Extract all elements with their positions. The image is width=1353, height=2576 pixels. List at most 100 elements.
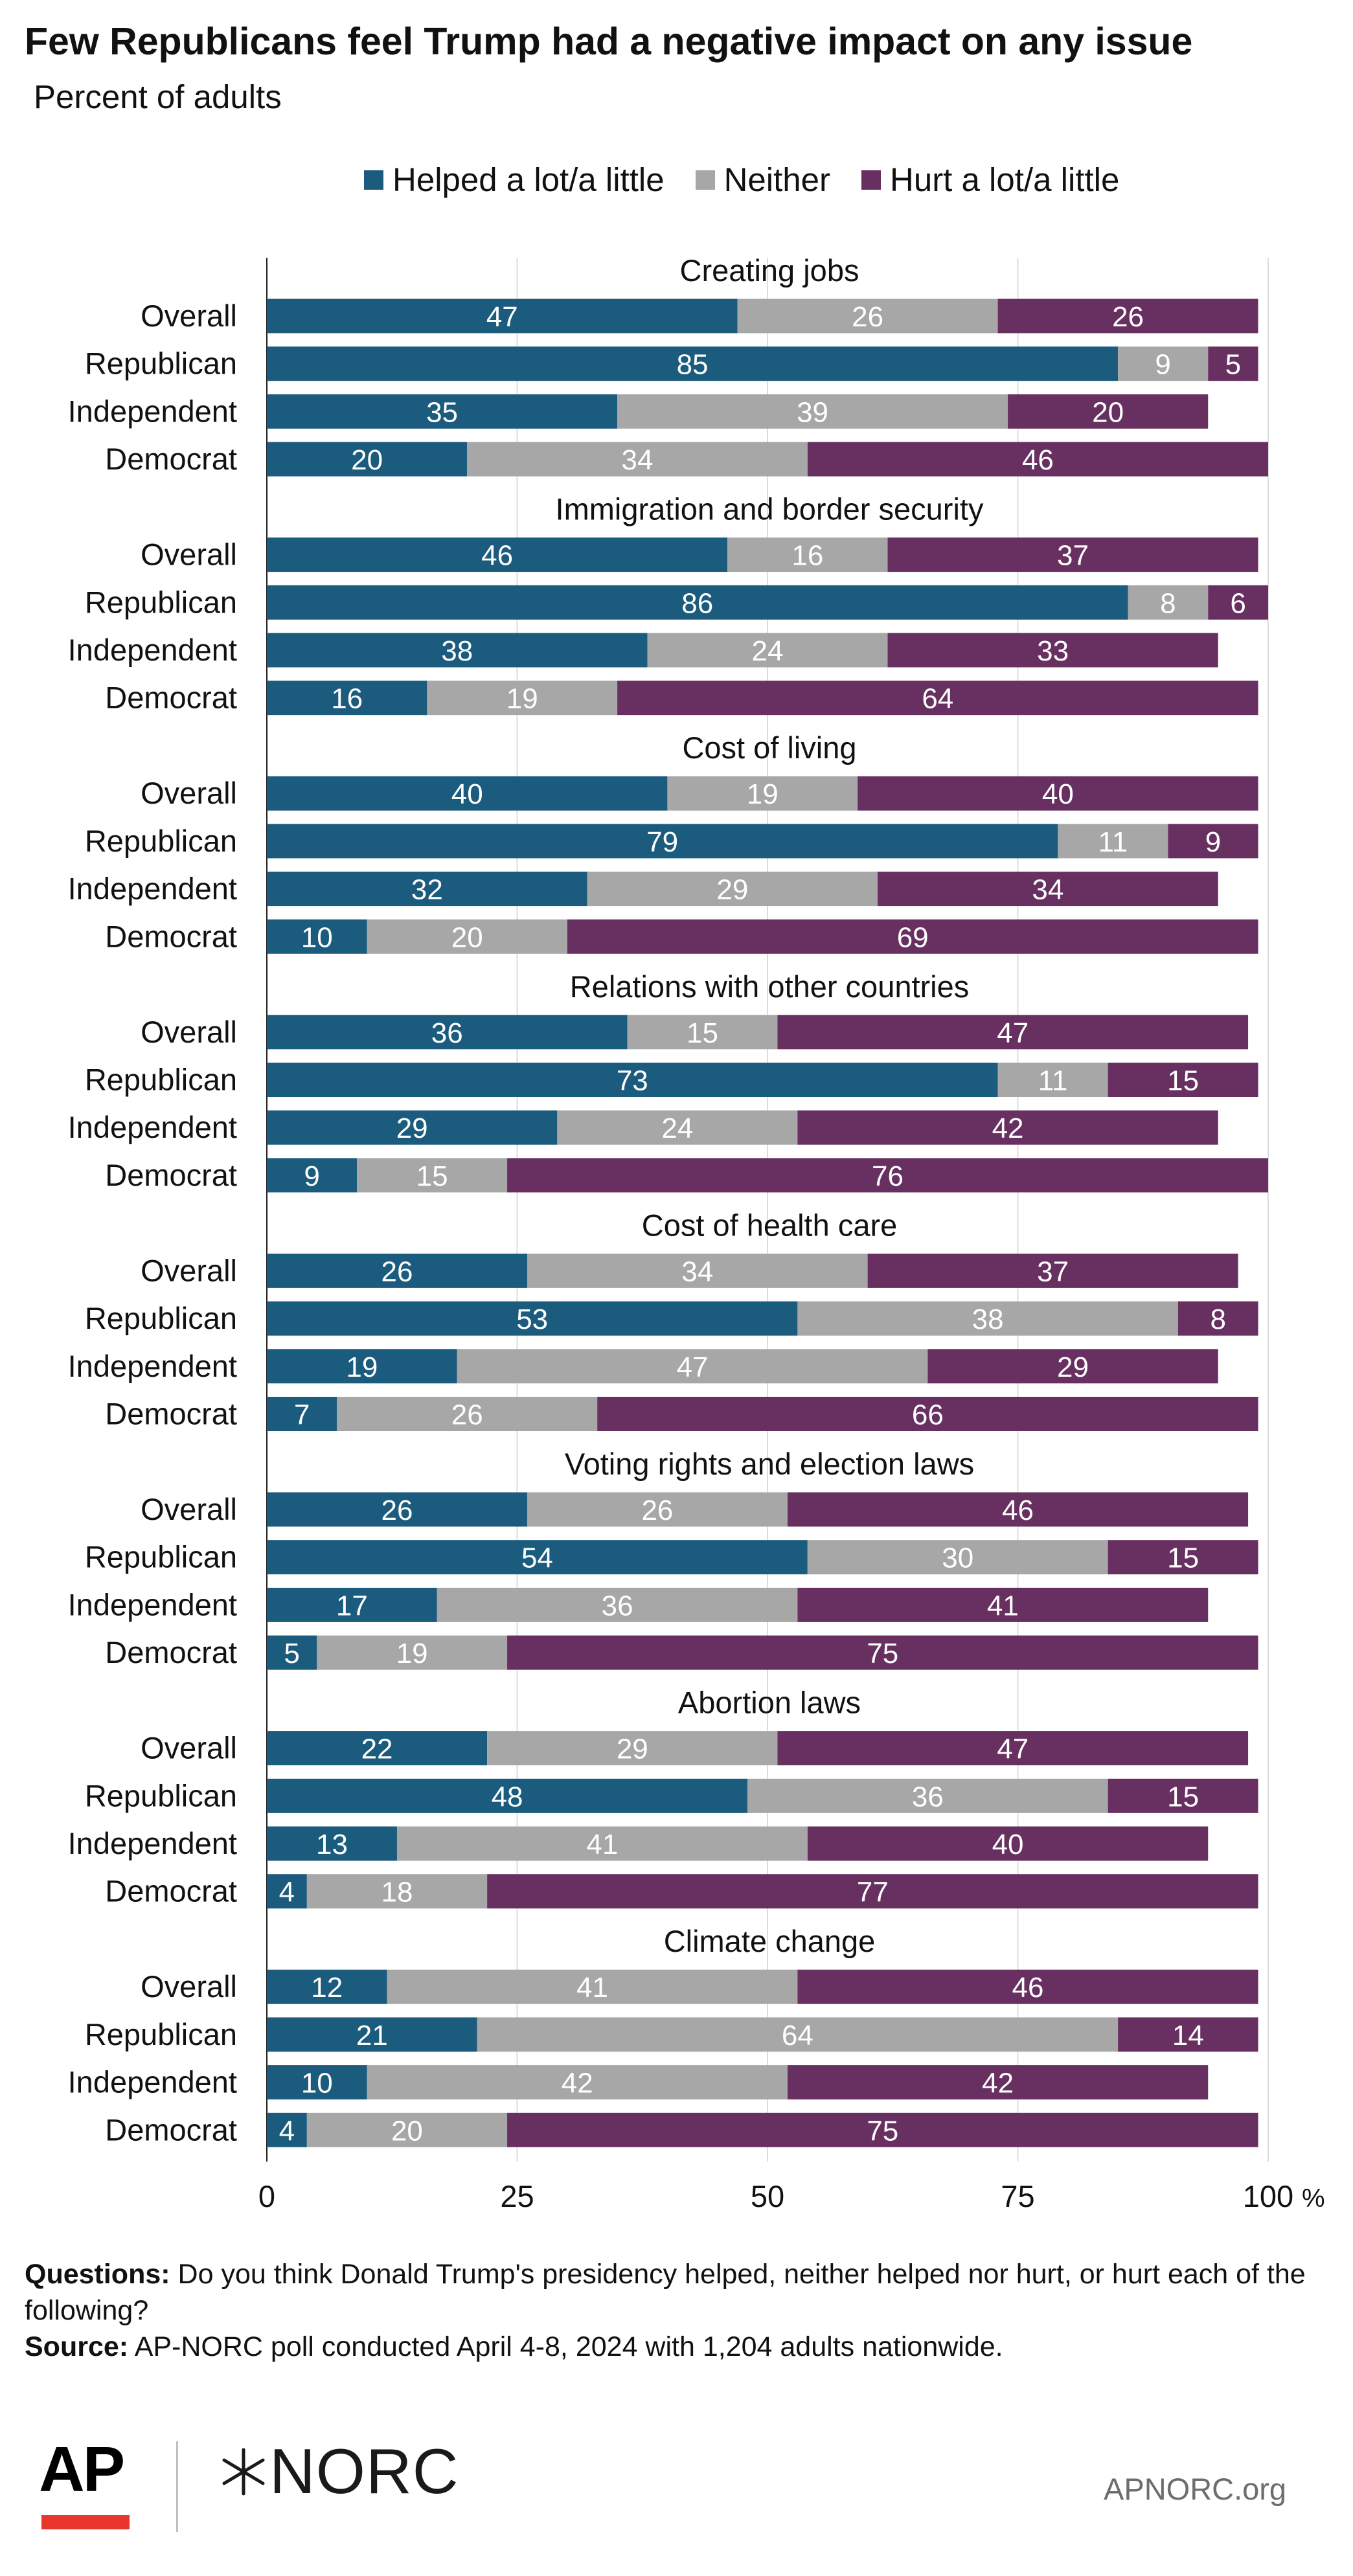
data-label: 4 (279, 1877, 295, 1908)
questions-label: Questions: (25, 2259, 170, 2290)
data-label: 69 (897, 921, 929, 953)
data-label: 14 (1172, 2020, 1204, 2051)
data-label: 22 (361, 1734, 393, 1765)
category-label: Overall (141, 1731, 237, 1765)
group-title: Voting rights and election laws (565, 1447, 974, 1481)
category-label: Overall (141, 776, 237, 810)
bar-segment-helped (267, 1969, 387, 2004)
data-label: 10 (301, 921, 333, 953)
notes: Questions: Do you think Donald Trump's p… (25, 2256, 1326, 2365)
ap-logo: AP (39, 2434, 125, 2505)
category-label: Democrat (105, 1158, 237, 1192)
data-label: 10 (301, 2068, 333, 2099)
data-label: 19 (396, 1638, 428, 1669)
bar-segment-hurt (1118, 2017, 1258, 2052)
bar-segment-neither (627, 1015, 778, 1050)
bar-segment-helped (267, 537, 728, 572)
legend-label-hurt: Hurt a lot/a little (890, 161, 1120, 198)
bar-segment-helped (267, 1397, 337, 1431)
data-label: 20 (1092, 396, 1124, 428)
bar-segment-helped (267, 1731, 488, 1766)
category-label: Independent (68, 633, 237, 667)
bar-segment-neither (1118, 346, 1209, 381)
bar-segment-neither (427, 681, 618, 716)
data-label: 36 (431, 1017, 463, 1049)
data-label: 32 (411, 874, 443, 906)
data-label: 47 (677, 1351, 709, 1383)
category-label: Overall (141, 1492, 237, 1526)
bar-segment-hurt (797, 1110, 1218, 1145)
category-label: Independent (68, 1110, 237, 1144)
data-label: 40 (451, 778, 483, 810)
category-label: Republican (85, 346, 237, 381)
bar-segment-hurt (887, 537, 1258, 572)
data-label: 20 (451, 921, 483, 953)
bar-segment-hurt (878, 872, 1218, 907)
data-label: 41 (586, 1829, 618, 1860)
bar-segment-hurt (867, 1253, 1238, 1288)
data-label: 34 (681, 1256, 713, 1287)
category-label: Republican (85, 824, 237, 858)
bar-segment-neither (807, 1540, 1108, 1575)
data-label: 76 (872, 1160, 904, 1192)
data-label: 29 (1057, 1351, 1089, 1383)
data-label: 26 (381, 1495, 413, 1526)
data-label: 15 (1167, 1781, 1199, 1813)
group-title: Creating jobs (680, 253, 859, 288)
data-label: 19 (747, 778, 779, 810)
data-label: 26 (1112, 301, 1144, 333)
bar-segment-hurt (1208, 585, 1268, 620)
data-label: 75 (867, 1638, 898, 1669)
data-label: 42 (562, 2068, 593, 2099)
norc-logo: NORC (218, 2435, 459, 2508)
data-label: 77 (857, 1877, 889, 1908)
data-label: 15 (416, 1160, 448, 1192)
data-label: 47 (486, 301, 518, 333)
bar-segment-helped (267, 2017, 477, 2052)
category-label: Republican (85, 585, 237, 619)
bar-segment-hurt (1008, 394, 1209, 429)
bar-segment-neither (797, 1301, 1178, 1336)
category-label: Democrat (105, 1874, 237, 1908)
data-label: 24 (661, 1113, 693, 1144)
data-label: 11 (1038, 1065, 1068, 1097)
bar-segment-neither (667, 776, 858, 811)
data-label: 17 (336, 1590, 368, 1621)
category-label: Republican (85, 1063, 237, 1097)
bar-segment-helped (267, 1826, 397, 1861)
group-title: Climate change (664, 1924, 876, 1958)
category-label: Republican (85, 1540, 237, 1574)
data-label: 41 (576, 1972, 608, 2004)
bar-segment-helped (267, 346, 1119, 381)
data-label: 37 (1037, 1256, 1069, 1287)
bar-segment-helped (267, 394, 618, 429)
data-label: 46 (1002, 1495, 1034, 1526)
bar-segment-helped (267, 585, 1128, 620)
x-tick-label: 0 (258, 2179, 275, 2213)
category-label: Democrat (105, 442, 237, 476)
bar-segment-neither (367, 919, 567, 954)
bar-segment-hurt (1108, 1778, 1258, 1813)
source-label: Source: (25, 2331, 129, 2362)
bar-segment-neither (457, 1349, 928, 1384)
data-label: 73 (617, 1065, 648, 1097)
bar-segment-helped (267, 1587, 437, 1622)
category-label: Overall (141, 1015, 237, 1049)
legend: Helped a lot/a little Neither Hurt a lot… (364, 161, 1119, 199)
bar-segment-hurt (777, 1015, 1249, 1050)
group-title: Cost of living (682, 730, 856, 765)
bar-segment-neither (997, 1063, 1108, 1097)
bar-segment-neither (367, 2065, 788, 2100)
data-label: 16 (791, 540, 823, 572)
legend-swatch-helped (364, 170, 383, 190)
data-label: 5 (1225, 349, 1241, 381)
footer-url[interactable]: APNORC.org (1104, 2472, 1287, 2506)
bar-segment-helped (267, 1301, 798, 1336)
bar-segment-hurt (997, 299, 1258, 333)
bar-segment-hurt (797, 1969, 1258, 2004)
data-label: 66 (912, 1399, 944, 1431)
bar-segment-helped (267, 1015, 628, 1050)
bar-segment-hurt (807, 442, 1268, 477)
bar-segment-helped (267, 1874, 307, 1909)
data-label: 6 (1230, 587, 1245, 619)
